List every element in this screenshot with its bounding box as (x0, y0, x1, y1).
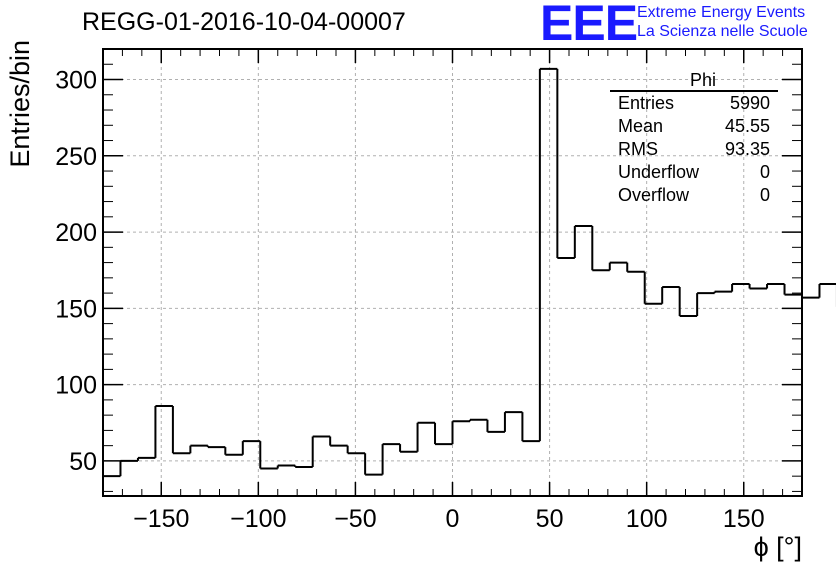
stats-label: Overflow (618, 185, 690, 205)
stats-row-mean: Mean 45.55 (610, 115, 778, 138)
stats-value: 0 (759, 185, 770, 205)
logo-caption-line2: La Scienza nelle Scuole (637, 23, 808, 40)
histogram-bin (434, 422, 453, 446)
histogram-bin (364, 453, 383, 476)
y-tick-label: 100 (55, 372, 97, 400)
stats-label: Entries (618, 93, 675, 113)
stats-row-entries: Entries 5990 (610, 92, 778, 115)
x-tick-label: −150 (133, 505, 189, 533)
y-tick-label: 300 (55, 67, 97, 95)
logo-caption: Extreme Energy Events La Scienza nelle S… (637, 3, 808, 41)
stats-value: 5990 (729, 93, 770, 113)
x-tick-label: 150 (723, 505, 765, 533)
stats-value: 93.35 (724, 139, 770, 159)
histogram-bin (294, 465, 313, 469)
stats-label: Underflow (618, 162, 700, 182)
histogram-bin (766, 282, 785, 289)
logo-caption-line1: Extreme Energy Events (637, 4, 806, 21)
x-tick-label: −100 (230, 505, 286, 533)
stats-title: Phi (610, 70, 778, 92)
histogram-bin (189, 444, 208, 454)
histogram-series (103, 67, 836, 478)
histogram-bin (346, 445, 366, 455)
y-tick-label: 50 (69, 448, 97, 476)
histogram-bin (748, 283, 768, 290)
chart-title: REGG-01-2016-10-04-00007 (82, 8, 406, 36)
stats-row-underflow: Underflow 0 (610, 161, 778, 184)
histogram-bin (119, 459, 138, 477)
y-tick-label: 150 (55, 295, 97, 323)
y-tick-label: 200 (55, 219, 97, 247)
y-tick-label: 250 (55, 143, 97, 171)
stats-label: RMS (618, 139, 658, 159)
histogram-bin (416, 421, 436, 452)
histogram-bin (224, 447, 243, 456)
histogram-bin (801, 294, 820, 299)
stats-label: Mean (618, 116, 664, 136)
y-axis-label: Entries/bin (5, 40, 35, 168)
stats-box: Phi Entries 5990 Mean 45.55 RMS 93.35 Un… (610, 70, 778, 207)
grid-lines (103, 49, 802, 496)
histogram-bin (608, 261, 628, 271)
histogram-bin (486, 419, 505, 433)
histogram-bin (206, 445, 226, 449)
histogram-bin (731, 282, 750, 292)
stats-value: 0 (759, 162, 770, 182)
stats-row-overflow: Overflow 0 (610, 184, 778, 207)
histogram-bin (259, 441, 278, 470)
histogram-bin (399, 444, 418, 453)
histogram-bin (311, 435, 331, 468)
histogram-bin (171, 405, 191, 455)
histogram-bin (538, 67, 558, 442)
histogram-bin (241, 440, 261, 455)
histogram-bin (626, 262, 645, 273)
histogram-bin (556, 68, 575, 260)
x-tick-label: −50 (334, 505, 376, 533)
x-axis-label: ϕ [°] (753, 532, 802, 562)
histogram-bin (643, 271, 663, 305)
histogram-bin (136, 456, 156, 461)
histogram-bin (521, 412, 540, 443)
histogram-bin (329, 436, 348, 447)
histogram-bin (713, 290, 733, 294)
histogram-bin (678, 286, 698, 317)
histogram-bin (276, 464, 296, 469)
axis-ticks (102, 48, 803, 496)
histogram-bin (661, 285, 680, 304)
histogram-bin (573, 224, 593, 259)
histogram-bin (818, 282, 836, 298)
stats-value: 45.55 (724, 116, 770, 136)
x-tick-label: 50 (536, 505, 564, 533)
eee-logo: EEE (540, 0, 638, 51)
histogram-bin (591, 225, 610, 272)
histogram-bin (154, 404, 173, 458)
tick-labels: −150 −100 −50 0 50 100 150 50 100 150 200 250 300 (55, 67, 764, 533)
histogram-bin (381, 443, 401, 475)
histogram-bin (783, 283, 802, 296)
histogram-bin (468, 418, 488, 422)
histogram-bin (696, 292, 715, 316)
stats-row-rms: RMS 93.35 (610, 138, 778, 161)
histogram-bin (451, 420, 470, 445)
x-tick-label: 0 (446, 505, 460, 533)
histogram-bin (503, 411, 523, 432)
x-tick-label: 100 (626, 505, 668, 533)
